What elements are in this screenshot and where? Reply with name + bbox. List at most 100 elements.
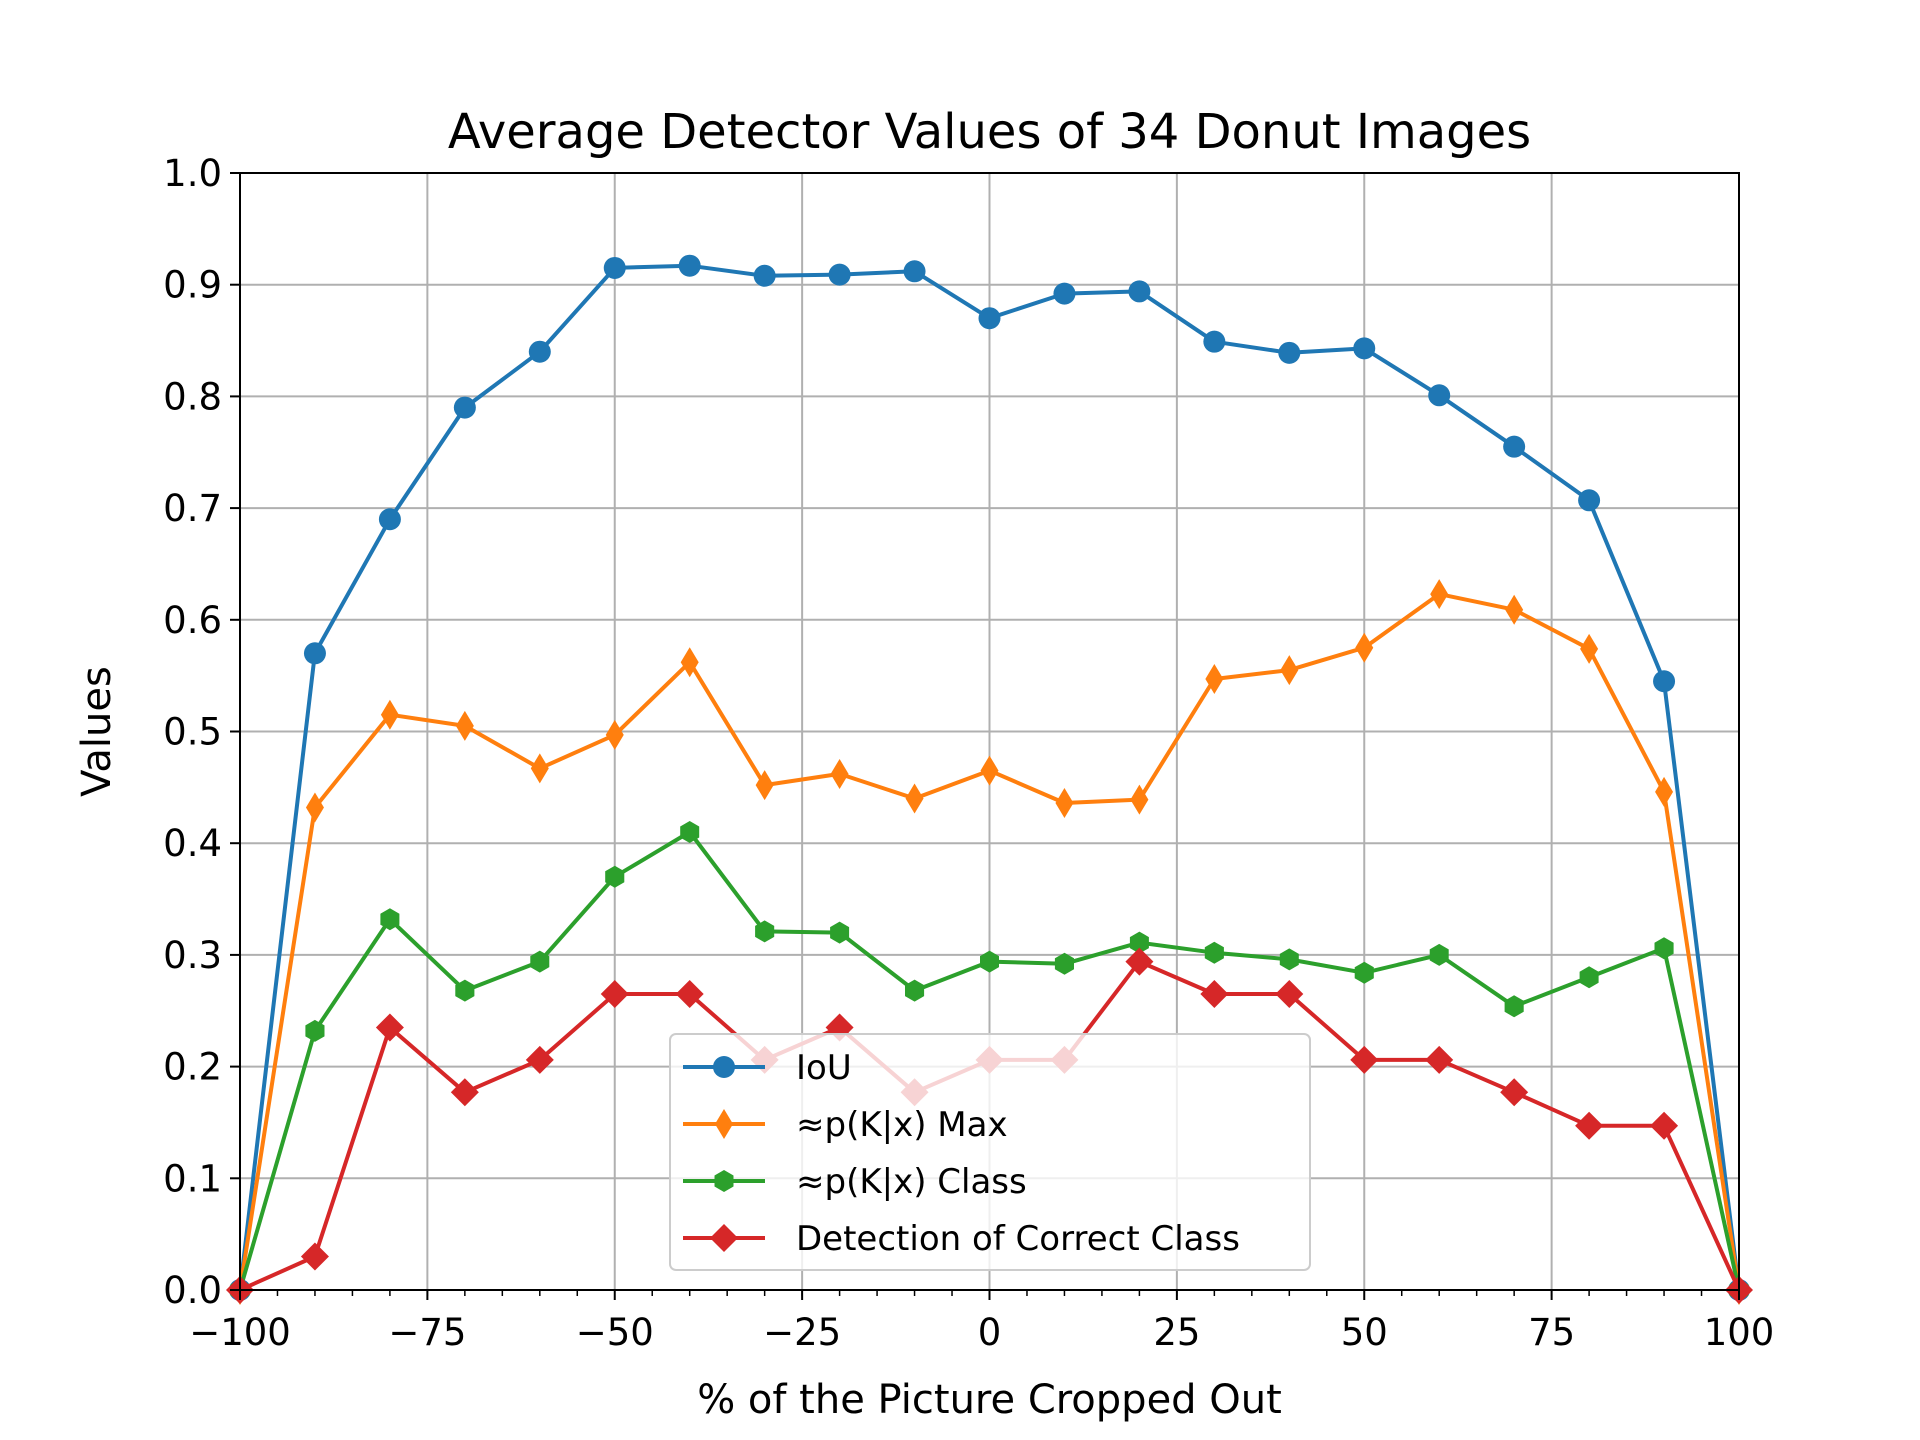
data-point <box>600 979 629 1008</box>
data-point <box>1053 282 1076 305</box>
y-tick-label: 0.5 <box>163 711 222 754</box>
chart-title: Average Detector Values of 34 Donut Imag… <box>448 104 1531 160</box>
data-point <box>1125 947 1154 976</box>
y-tick-label: 0.4 <box>163 822 222 865</box>
legend-label: ≈p(K|x) Max <box>796 1105 1008 1145</box>
x-tick-label: 50 <box>1341 1311 1388 1354</box>
legend-entry: Detection of Correct Class <box>683 1219 1240 1259</box>
legend-entry: ≈p(K|x) Class <box>683 1162 1027 1202</box>
data-point <box>903 260 926 283</box>
data-point <box>525 1045 554 1074</box>
data-point <box>305 1019 325 1042</box>
x-axis-label: % of the Picture Cropped Out <box>697 1377 1282 1423</box>
y-tick-label: 0.7 <box>163 487 222 530</box>
data-point <box>680 647 699 678</box>
data-point <box>1430 579 1449 610</box>
data-point <box>530 950 550 973</box>
data-point <box>1279 948 1299 971</box>
data-point <box>380 699 399 730</box>
data-point <box>755 920 775 943</box>
data-point <box>1275 979 1304 1008</box>
ticks: −100 −75 −50 −25 0 25 50 75 100 0.0 0.1 0.2 0.3 0.4 0.… <box>163 152 1774 1354</box>
data-point <box>1278 341 1301 364</box>
legend-entry: IoU <box>683 1048 852 1088</box>
data-point <box>603 256 626 279</box>
data-point <box>455 710 474 741</box>
x-tick-label: −75 <box>388 1311 466 1354</box>
data-point <box>1128 280 1151 303</box>
data-point <box>455 979 475 1002</box>
data-point <box>380 908 400 931</box>
legend-marker <box>710 1224 738 1252</box>
data-point <box>1505 594 1524 625</box>
x-tick-label: 0 <box>978 1311 1002 1354</box>
legend-label: Detection of Correct Class <box>796 1219 1240 1259</box>
data-point <box>828 263 851 286</box>
legend-entry: ≈p(K|x) Max <box>683 1105 1008 1145</box>
data-point <box>1200 979 1229 1008</box>
data-point <box>1205 664 1224 695</box>
data-point <box>1654 937 1674 960</box>
x-tick-label: −100 <box>189 1311 291 1354</box>
data-point <box>605 719 624 750</box>
data-point <box>1355 632 1374 663</box>
data-point <box>680 821 700 843</box>
data-point <box>978 307 1001 330</box>
data-point <box>1655 776 1674 807</box>
data-point <box>830 921 850 944</box>
legend-frame <box>669 1033 1311 1271</box>
data-point <box>675 979 704 1008</box>
data-point <box>305 792 324 823</box>
y-tick-label: 1.0 <box>163 152 222 195</box>
legend-marker <box>715 1109 733 1139</box>
data-point <box>1503 435 1526 458</box>
data-point <box>1575 1111 1604 1140</box>
legend-marker <box>713 1056 735 1078</box>
data-point <box>528 340 551 363</box>
y-tick-label: 0.0 <box>163 1269 222 1312</box>
data-point <box>905 783 924 814</box>
data-point <box>1428 384 1451 407</box>
data-point <box>980 755 999 786</box>
y-axis-label: Values <box>74 666 120 797</box>
data-point <box>375 1013 404 1042</box>
data-point <box>1280 655 1299 686</box>
y-tick-label: 0.9 <box>163 264 222 307</box>
x-tick-label: −25 <box>763 1311 841 1354</box>
legend-label: ≈p(K|x) Class <box>796 1162 1027 1202</box>
data-point <box>1354 961 1374 984</box>
legend-label: IoU <box>796 1048 852 1088</box>
x-tick-label: 100 <box>1704 1311 1775 1354</box>
data-point <box>605 865 625 888</box>
data-point <box>1580 633 1599 664</box>
data-point <box>1500 1078 1529 1107</box>
data-point <box>1504 995 1524 1018</box>
y-tick-label: 0.8 <box>163 375 222 418</box>
y-tick-label: 0.6 <box>163 599 222 642</box>
data-point <box>1129 931 1149 954</box>
data-point <box>830 758 849 789</box>
data-point <box>378 508 401 531</box>
data-point <box>303 642 326 665</box>
y-tick-label: 0.1 <box>163 1157 222 1200</box>
series-1 <box>229 254 1750 1301</box>
data-point <box>450 1078 479 1107</box>
data-point <box>1204 941 1224 964</box>
data-point <box>678 254 701 277</box>
data-point <box>755 770 774 801</box>
series-layer <box>226 254 1753 1305</box>
data-point <box>1350 1045 1379 1074</box>
x-tick-label: 25 <box>1153 1311 1200 1354</box>
data-point <box>1578 489 1601 512</box>
x-tick-label: −50 <box>576 1311 654 1354</box>
legend: IoU ≈p(K|x) Max ≈p(K|x) Class Detection of … <box>669 1033 1311 1271</box>
series-2 <box>231 579 1748 1305</box>
y-tick-label: 0.3 <box>163 934 222 977</box>
data-point <box>453 396 476 419</box>
data-point <box>1429 943 1449 966</box>
data-point <box>1130 784 1149 815</box>
data-point <box>1203 330 1226 353</box>
data-point <box>1055 787 1074 818</box>
x-tick-label: 75 <box>1528 1311 1575 1354</box>
